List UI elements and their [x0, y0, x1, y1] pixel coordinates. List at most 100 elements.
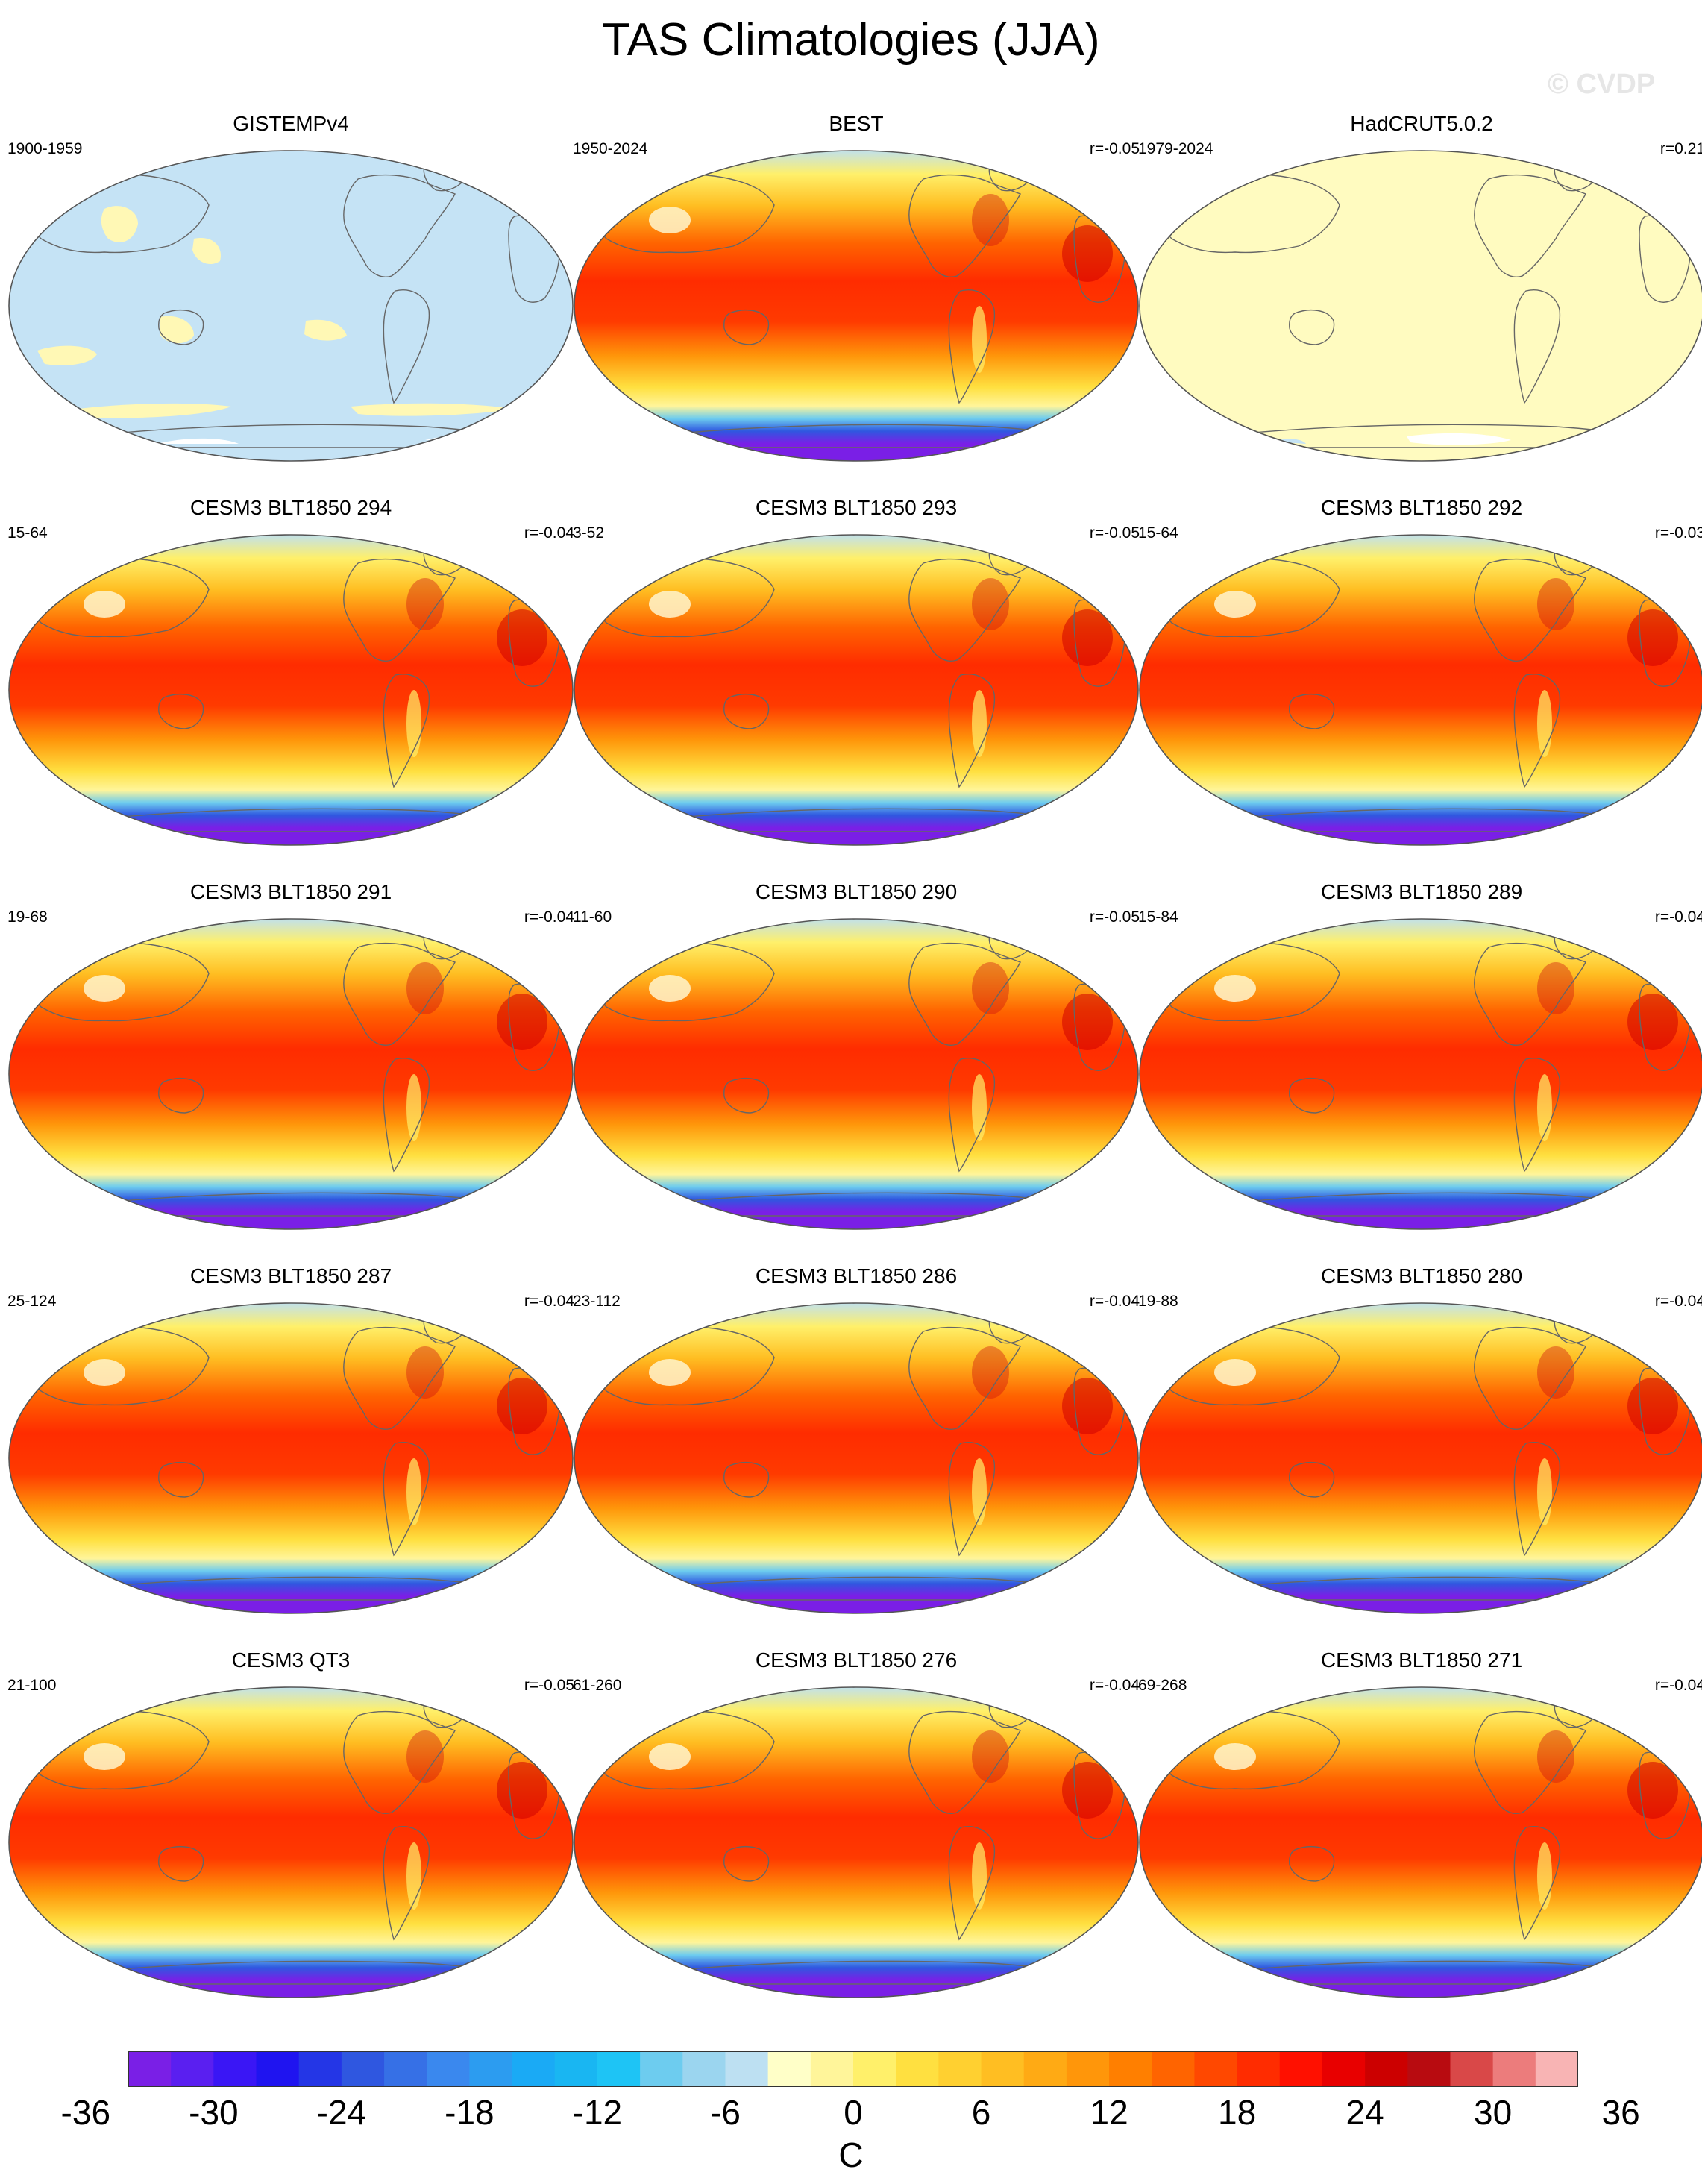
- panel-pattern-correlation: r=-0.05: [524, 1677, 574, 1694]
- panel-title: BEST: [829, 112, 884, 135]
- colorbar-segment: [1365, 2051, 1408, 2087]
- panel-year-range: 69-268: [1138, 1677, 1187, 1694]
- panel-pattern-correlation: r=-0.05: [1089, 140, 1140, 157]
- map-panel: CESM3 BLT1850 280 19-88 r=-0.04: [1138, 1264, 1702, 1615]
- colorbar-segment: [512, 2051, 556, 2087]
- panel-title: CESM3 BLT1850 276: [755, 1648, 958, 1672]
- colorbar-segment: [938, 2051, 982, 2087]
- map-panel: GISTEMPv4 1900-1959: [7, 112, 574, 462]
- colorbar-segment: [427, 2051, 470, 2087]
- colorbar-segment: [341, 2051, 385, 2087]
- world-map: [574, 534, 1139, 846]
- colorbar-segment: [298, 2051, 342, 2087]
- colorbar-segment: [981, 2051, 1025, 2087]
- panel-title: CESM3 BLT1850 286: [755, 1264, 958, 1287]
- colorbar-tick-label: 0: [844, 2093, 863, 2132]
- map-panel: CESM3 BLT1850 287 25-124 r=-0.04: [7, 1264, 574, 1615]
- panel-title: CESM3 BLT1850 289: [1320, 880, 1523, 903]
- panel-pattern-correlation: r=-0.04: [524, 1293, 574, 1310]
- watermark: © CVDP: [1548, 69, 1656, 100]
- colorbar-tick-label: -36: [60, 2093, 111, 2132]
- colorbar-segment: [853, 2051, 896, 2087]
- colorbar-segment: [810, 2051, 854, 2087]
- world-map: [1139, 1686, 1702, 1998]
- world-map: [1139, 1302, 1702, 1614]
- colorbar-segment: [171, 2051, 214, 2087]
- colorbar-tick-label: 24: [1345, 2093, 1384, 2132]
- world-map: [1139, 534, 1702, 846]
- colorbar: [128, 2051, 1578, 2087]
- colorbar-tick-label: -12: [572, 2093, 623, 2132]
- colorbar-tick-label: 30: [1474, 2093, 1513, 2132]
- world-map: [8, 534, 574, 846]
- world-map: [574, 918, 1139, 1230]
- colorbar-segment: [1023, 2051, 1067, 2087]
- world-map: [8, 1686, 574, 1998]
- map-panel: CESM3 BLT1850 276 61-260 r=-0.04: [573, 1648, 1140, 1999]
- map-panel: CESM3 BLT1850 286 23-112 r=-0.04: [573, 1264, 1140, 1615]
- map-panel: CESM3 BLT1850 294 15-64 r=-0.04: [7, 496, 574, 847]
- panel-pattern-correlation: r=0.21: [1659, 140, 1702, 157]
- panel-pattern-correlation: r=-0.04: [1089, 1677, 1140, 1694]
- colorbar-tick-label: 12: [1090, 2093, 1128, 2132]
- map-panel: CESM3 BLT1850 291 19-68 r=-0.04: [7, 880, 574, 1231]
- panel-title: CESM3 BLT1850 293: [755, 496, 958, 519]
- colorbar-tick-label: -30: [189, 2093, 239, 2132]
- colorbar-segment: [1109, 2051, 1152, 2087]
- map-panel: CESM3 BLT1850 292 15-64 r=-0.03: [1138, 496, 1702, 847]
- world-map: [1139, 150, 1702, 462]
- colorbar-segment: [213, 2051, 257, 2087]
- map-panel: CESM3 BLT1850 293 3-52 r=-0.05: [573, 496, 1140, 847]
- panel-pattern-correlation: r=-0.04: [1654, 1677, 1702, 1694]
- panel-year-range: 1950-2024: [573, 140, 648, 157]
- colorbar-segment: [597, 2051, 641, 2087]
- world-map: [574, 1686, 1139, 1998]
- panel-title: CESM3 BLT1850 287: [189, 1264, 392, 1287]
- colorbar-segment: [256, 2051, 300, 2087]
- panel-title: CESM3 BLT1850 292: [1320, 496, 1523, 519]
- panel-pattern-correlation: r=-0.03: [1654, 524, 1702, 542]
- panel-pattern-correlation: r=-0.04: [1089, 1293, 1140, 1310]
- panel-title: GISTEMPv4: [233, 112, 349, 135]
- colorbar-tick-label: 18: [1218, 2093, 1257, 2132]
- panel-title: CESM3 BLT1850 291: [189, 880, 392, 903]
- panel-year-range: 3-52: [573, 524, 605, 542]
- colorbar-tick-label: -18: [445, 2093, 494, 2132]
- colorbar-tick-label: -6: [710, 2093, 741, 2132]
- panel-pattern-correlation: r=-0.04: [1654, 909, 1702, 926]
- panel-year-range: 21-100: [7, 1677, 57, 1694]
- panel-year-range: 11-60: [573, 909, 612, 926]
- map-panel: HadCRUT5.0.2 1979-2024 r=0.21: [1138, 112, 1702, 462]
- panel-year-range: 25-124: [7, 1293, 57, 1310]
- colorbar-units: C: [838, 2136, 864, 2174]
- panel-year-range: 1979-2024: [1138, 140, 1213, 157]
- panel-pattern-correlation: r=-0.04: [524, 524, 574, 542]
- colorbar-segment: [682, 2051, 726, 2087]
- map-panel: CESM3 BLT1850 289 15-84 r=-0.04: [1138, 880, 1702, 1231]
- panel-title: CESM3 BLT1850 294: [189, 496, 392, 519]
- world-map: [1139, 918, 1702, 1230]
- colorbar-segment: [725, 2051, 769, 2087]
- colorbar-segment: [1535, 2051, 1578, 2087]
- colorbar-segment: [1450, 2051, 1494, 2087]
- map-panel: CESM3 BLT1850 271 69-268 r=-0.04: [1138, 1648, 1702, 1999]
- colorbar-labels: -36 -30 -24 -18 -12 -6 0 6 12 18 24 30 36: [0, 2092, 1702, 2137]
- main-title: TAS Climatologies (JJA): [602, 14, 1100, 66]
- panel-year-range: 19-88: [1138, 1293, 1178, 1310]
- panel-title: CESM3 BLT1850 290: [755, 880, 958, 903]
- colorbar-segment: [1322, 2051, 1366, 2087]
- colorbar-segment: [384, 2051, 427, 2087]
- colorbar-segment: [1237, 2051, 1281, 2087]
- map-panel: CESM3 BLT1850 290 11-60 r=-0.05: [573, 880, 1140, 1231]
- panel-title: CESM3 QT3: [231, 1648, 351, 1672]
- colorbar-segment: [1492, 2051, 1536, 2087]
- panel-pattern-correlation: r=-0.04: [524, 909, 574, 926]
- panel-year-range: 61-260: [573, 1677, 622, 1694]
- colorbar-tick-label: 6: [971, 2093, 991, 2132]
- panel-pattern-correlation: r=-0.05: [1089, 909, 1140, 926]
- panel-year-range: 15-64: [1138, 524, 1178, 542]
- panel-pattern-correlation: r=-0.05: [1089, 524, 1140, 542]
- colorbar-segment: [1407, 2051, 1451, 2087]
- panel-year-range: 15-84: [1138, 909, 1178, 926]
- panel-year-range: 19-68: [7, 909, 48, 926]
